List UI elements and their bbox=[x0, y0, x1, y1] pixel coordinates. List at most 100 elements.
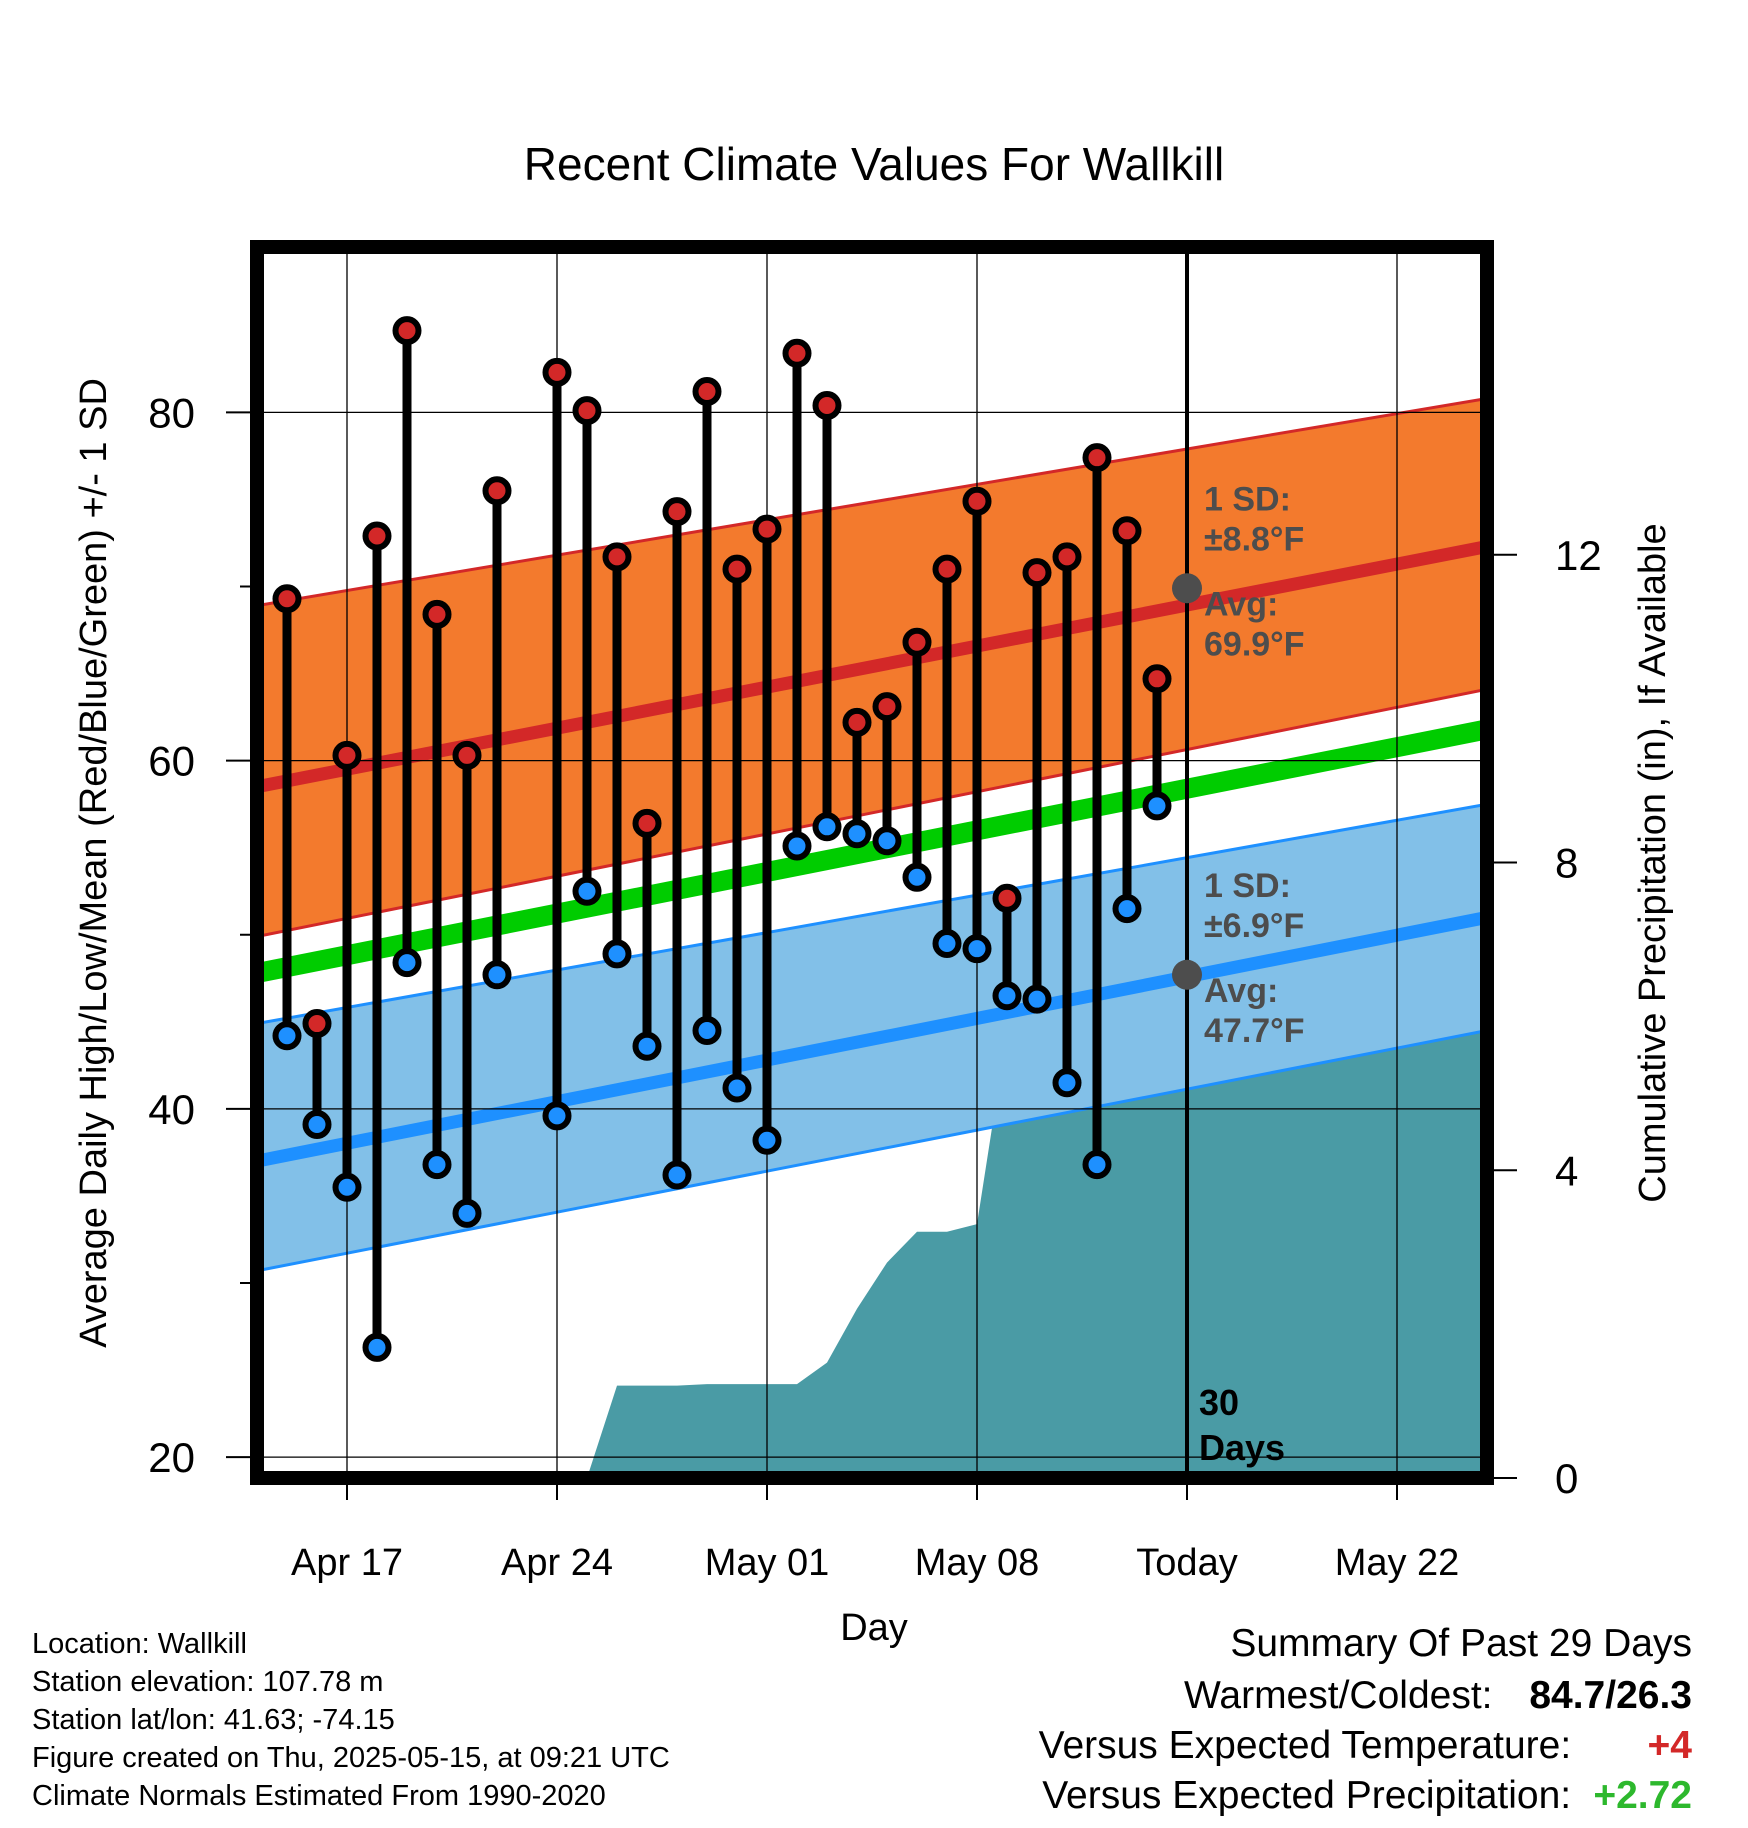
daily-high-point bbox=[422, 599, 452, 629]
y-tick-label-right: 4 bbox=[1555, 1147, 1578, 1194]
today-label-count: 30 bbox=[1199, 1382, 1239, 1423]
x-tick-label: Apr 17 bbox=[291, 1542, 403, 1584]
x-tick-label: May 01 bbox=[705, 1542, 830, 1584]
high-avg-marker bbox=[1172, 573, 1202, 604]
y-tick-label-right: 12 bbox=[1555, 532, 1602, 579]
daily-high-point bbox=[332, 740, 362, 770]
created-text: Figure created on Thu, 2025-05-15, at 09… bbox=[32, 1742, 670, 1774]
daily-bars bbox=[272, 316, 1172, 1362]
summary-warm-cold: Warmest/Coldest: 84.7/26.3 bbox=[1184, 1674, 1692, 1718]
daily-high-point bbox=[272, 584, 302, 614]
daily-low-point bbox=[1052, 1068, 1082, 1098]
summary-temp: Versus Expected Temperature: +4 bbox=[1039, 1724, 1692, 1768]
daily-high-point bbox=[992, 883, 1022, 913]
y-tick-label-left: 40 bbox=[148, 1086, 195, 1133]
x-tick-label: May 08 bbox=[915, 1542, 1040, 1584]
left-axis: 20 40 60 80 bbox=[148, 389, 257, 1481]
temp-value: +4 bbox=[1647, 1724, 1692, 1767]
daily-low-point bbox=[452, 1198, 482, 1228]
daily-high-point bbox=[362, 521, 392, 551]
y-axis-label-right: Cumulative Precipitation (in), If Availa… bbox=[1632, 523, 1674, 1202]
low-avg-label: Avg: bbox=[1204, 972, 1278, 1010]
daily-high-point bbox=[632, 808, 662, 838]
daily-low-point bbox=[782, 831, 812, 861]
daily-low-point bbox=[962, 934, 992, 964]
daily-low-point bbox=[932, 928, 962, 958]
daily-low-point bbox=[272, 1021, 302, 1051]
daily-high-point bbox=[1052, 542, 1082, 572]
daily-low-point bbox=[482, 960, 512, 990]
daily-low-point bbox=[1112, 894, 1142, 924]
daily-low-point bbox=[662, 1160, 692, 1190]
daily-low-point bbox=[842, 819, 872, 849]
high-avg-value: 69.9°F bbox=[1204, 625, 1305, 663]
daily-high-point bbox=[932, 554, 962, 584]
temp-label: Versus Expected Temperature: bbox=[1038, 1724, 1572, 1767]
daily-high-point bbox=[1022, 558, 1052, 588]
daily-low-point bbox=[572, 876, 602, 906]
high-sd-band-lower-edge bbox=[257, 687, 1487, 938]
daily-low-point bbox=[872, 826, 902, 856]
low-avg-value: 47.7°F bbox=[1204, 1012, 1305, 1050]
daily-high-point bbox=[662, 497, 692, 527]
daily-low-point bbox=[1082, 1150, 1112, 1180]
high-sd-value: ±8.8°F bbox=[1204, 520, 1304, 558]
station-info: Location: Wallkill Station elevation: 10… bbox=[32, 1628, 670, 1813]
x-axis-label: Day bbox=[840, 1607, 908, 1649]
daily-high-point bbox=[782, 338, 812, 368]
low-sd-label: 1 SD: bbox=[1204, 867, 1291, 905]
low-sd-band-upper-edge bbox=[257, 802, 1487, 1026]
daily-high-point bbox=[872, 692, 902, 722]
daily-high-point bbox=[692, 377, 722, 407]
low-sd-band-lower-edge bbox=[257, 1029, 1487, 1273]
daily-low-point bbox=[752, 1125, 782, 1155]
high-avg-label: Avg: bbox=[1204, 585, 1278, 623]
summary-precip: Versus Expected Precipitation: +2.72 bbox=[1042, 1774, 1692, 1818]
low-sd-value: ±6.9°F bbox=[1204, 907, 1304, 945]
daily-high-point bbox=[962, 486, 992, 516]
y-tick-label-left: 80 bbox=[148, 389, 195, 436]
chart-title: Recent Climate Values For Wallkill bbox=[524, 138, 1224, 190]
daily-high-point bbox=[842, 707, 872, 737]
location-text: Location: Wallkill bbox=[32, 1628, 247, 1660]
latlon-text: Station lat/lon: 41.63; -74.15 bbox=[32, 1704, 395, 1736]
normals-text: Climate Normals Estimated From 1990-2020 bbox=[32, 1780, 606, 1812]
right-axis: 0 4 8 12 bbox=[1487, 532, 1602, 1502]
daily-high-point bbox=[302, 1009, 332, 1039]
daily-high-point bbox=[452, 740, 482, 770]
x-tick-label: Today bbox=[1136, 1542, 1237, 1584]
normal-low-line bbox=[257, 910, 1487, 1168]
daily-low-point bbox=[422, 1150, 452, 1180]
elevation-text: Station elevation: 107.78 m bbox=[32, 1666, 384, 1698]
precip-label: Versus Expected Precipitation: bbox=[1042, 1774, 1572, 1817]
y-axis-label-left: Average Daily High/Low/Mean (Red/Blue/Gr… bbox=[73, 378, 115, 1348]
daily-low-point bbox=[302, 1110, 332, 1140]
daily-high-point bbox=[722, 554, 752, 584]
y-tick-label-left: 60 bbox=[148, 738, 195, 785]
daily-low-point bbox=[902, 862, 932, 892]
today-label-days: Days bbox=[1199, 1427, 1285, 1468]
daily-high-point bbox=[1112, 516, 1142, 546]
low-avg-marker bbox=[1172, 959, 1202, 990]
warm-cold-value: 84.7/26.3 bbox=[1529, 1674, 1692, 1717]
precip-value: +2.72 bbox=[1593, 1774, 1692, 1817]
daily-low-point bbox=[992, 981, 1022, 1011]
normal-bands bbox=[257, 397, 1487, 1273]
daily-low-point bbox=[542, 1101, 572, 1131]
daily-high-point bbox=[392, 316, 422, 346]
daily-high-point bbox=[902, 627, 932, 657]
y-tick-label-right: 0 bbox=[1555, 1455, 1578, 1502]
daily-high-point bbox=[482, 476, 512, 506]
daily-high-point bbox=[1082, 443, 1112, 473]
daily-high-point bbox=[602, 542, 632, 572]
daily-high-point bbox=[542, 357, 572, 387]
daily-low-point bbox=[1142, 791, 1172, 821]
x-tick-label: Apr 24 bbox=[501, 1542, 613, 1584]
daily-low-point bbox=[602, 939, 632, 969]
x-tick-label: May 22 bbox=[1335, 1542, 1460, 1584]
daily-low-point bbox=[722, 1073, 752, 1103]
warm-cold-label: Warmest/Coldest: bbox=[1184, 1674, 1493, 1717]
